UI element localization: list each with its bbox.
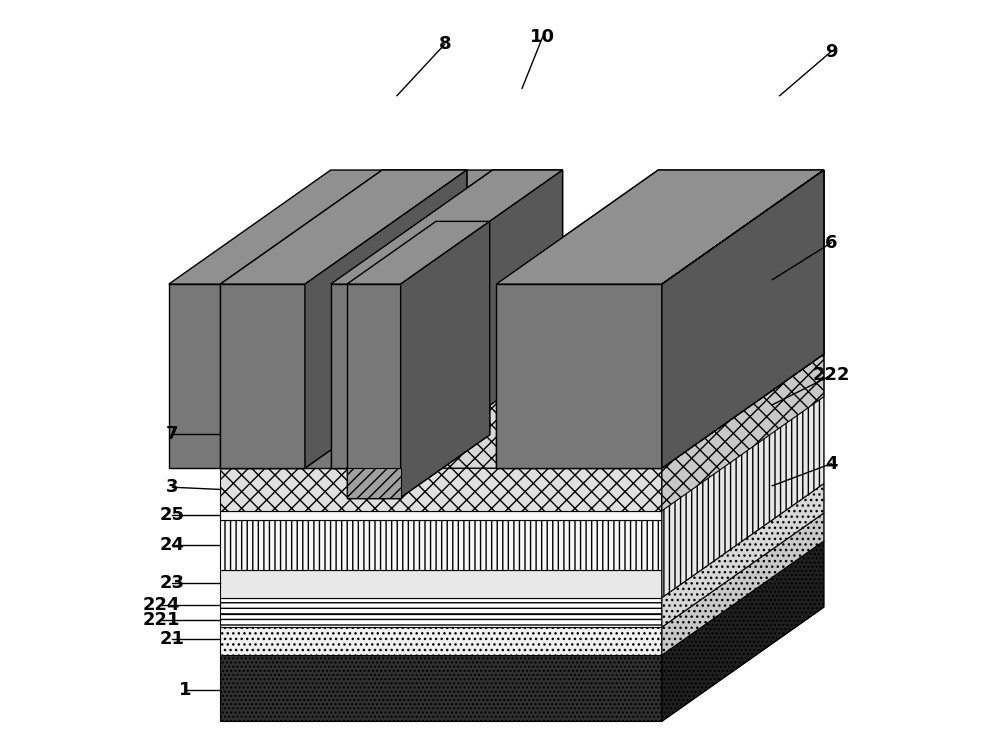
Text: 7: 7 xyxy=(166,425,179,443)
Polygon shape xyxy=(347,222,490,284)
Polygon shape xyxy=(702,238,728,439)
Polygon shape xyxy=(496,170,824,284)
Polygon shape xyxy=(401,170,563,468)
Text: 9: 9 xyxy=(825,43,837,60)
Polygon shape xyxy=(662,541,824,721)
Polygon shape xyxy=(220,170,467,284)
Polygon shape xyxy=(331,284,401,468)
Polygon shape xyxy=(220,627,662,655)
Polygon shape xyxy=(662,513,824,655)
Polygon shape xyxy=(393,170,555,468)
Polygon shape xyxy=(220,456,824,570)
Polygon shape xyxy=(220,500,824,614)
Polygon shape xyxy=(331,170,563,284)
Text: 8: 8 xyxy=(438,35,451,53)
Polygon shape xyxy=(662,262,693,468)
Polygon shape xyxy=(662,354,824,511)
Polygon shape xyxy=(662,354,824,498)
Polygon shape xyxy=(662,170,824,468)
Text: 1: 1 xyxy=(179,681,191,698)
Polygon shape xyxy=(662,170,824,284)
Polygon shape xyxy=(331,284,401,468)
Polygon shape xyxy=(220,541,824,655)
Polygon shape xyxy=(220,354,824,468)
Text: 25: 25 xyxy=(160,506,185,524)
Polygon shape xyxy=(220,484,824,598)
Polygon shape xyxy=(662,406,824,570)
Polygon shape xyxy=(662,541,824,721)
Polygon shape xyxy=(347,405,490,467)
Polygon shape xyxy=(220,468,662,511)
Polygon shape xyxy=(401,222,490,498)
Polygon shape xyxy=(220,406,824,520)
Polygon shape xyxy=(662,456,824,598)
Polygon shape xyxy=(220,520,662,570)
Polygon shape xyxy=(220,354,824,468)
Polygon shape xyxy=(305,170,467,468)
Polygon shape xyxy=(220,655,662,721)
Polygon shape xyxy=(220,614,662,627)
Polygon shape xyxy=(220,511,662,520)
Polygon shape xyxy=(401,222,490,498)
Polygon shape xyxy=(662,383,824,598)
Polygon shape xyxy=(662,500,824,627)
Polygon shape xyxy=(496,170,824,284)
Polygon shape xyxy=(220,570,662,598)
Polygon shape xyxy=(662,354,824,511)
Polygon shape xyxy=(169,170,555,284)
Polygon shape xyxy=(662,484,824,627)
Polygon shape xyxy=(220,170,467,284)
Polygon shape xyxy=(347,284,401,498)
Text: 6: 6 xyxy=(825,234,837,252)
Polygon shape xyxy=(763,170,824,397)
Polygon shape xyxy=(347,222,490,284)
Polygon shape xyxy=(220,284,305,468)
Text: 4: 4 xyxy=(825,455,837,473)
Text: 224: 224 xyxy=(143,596,180,614)
Text: 23: 23 xyxy=(160,574,185,592)
Polygon shape xyxy=(496,284,662,468)
Polygon shape xyxy=(496,284,662,468)
Polygon shape xyxy=(662,170,824,468)
Polygon shape xyxy=(662,170,824,468)
Text: 21: 21 xyxy=(160,630,185,648)
Polygon shape xyxy=(220,354,824,468)
Text: 24: 24 xyxy=(160,536,185,553)
Polygon shape xyxy=(401,405,490,468)
Polygon shape xyxy=(401,170,563,468)
Polygon shape xyxy=(169,284,393,468)
Polygon shape xyxy=(347,468,401,498)
Polygon shape xyxy=(347,284,401,498)
Text: 221: 221 xyxy=(143,612,180,629)
Polygon shape xyxy=(347,467,401,468)
Text: 10: 10 xyxy=(530,28,555,46)
Polygon shape xyxy=(220,598,662,614)
Polygon shape xyxy=(220,284,305,468)
Polygon shape xyxy=(220,513,824,627)
Polygon shape xyxy=(662,397,824,520)
Polygon shape xyxy=(347,468,401,498)
Polygon shape xyxy=(220,397,824,511)
Polygon shape xyxy=(305,170,467,468)
Text: 222: 222 xyxy=(812,367,850,384)
Polygon shape xyxy=(331,170,563,284)
Polygon shape xyxy=(662,513,824,655)
Text: 3: 3 xyxy=(166,478,179,496)
Polygon shape xyxy=(662,484,824,614)
